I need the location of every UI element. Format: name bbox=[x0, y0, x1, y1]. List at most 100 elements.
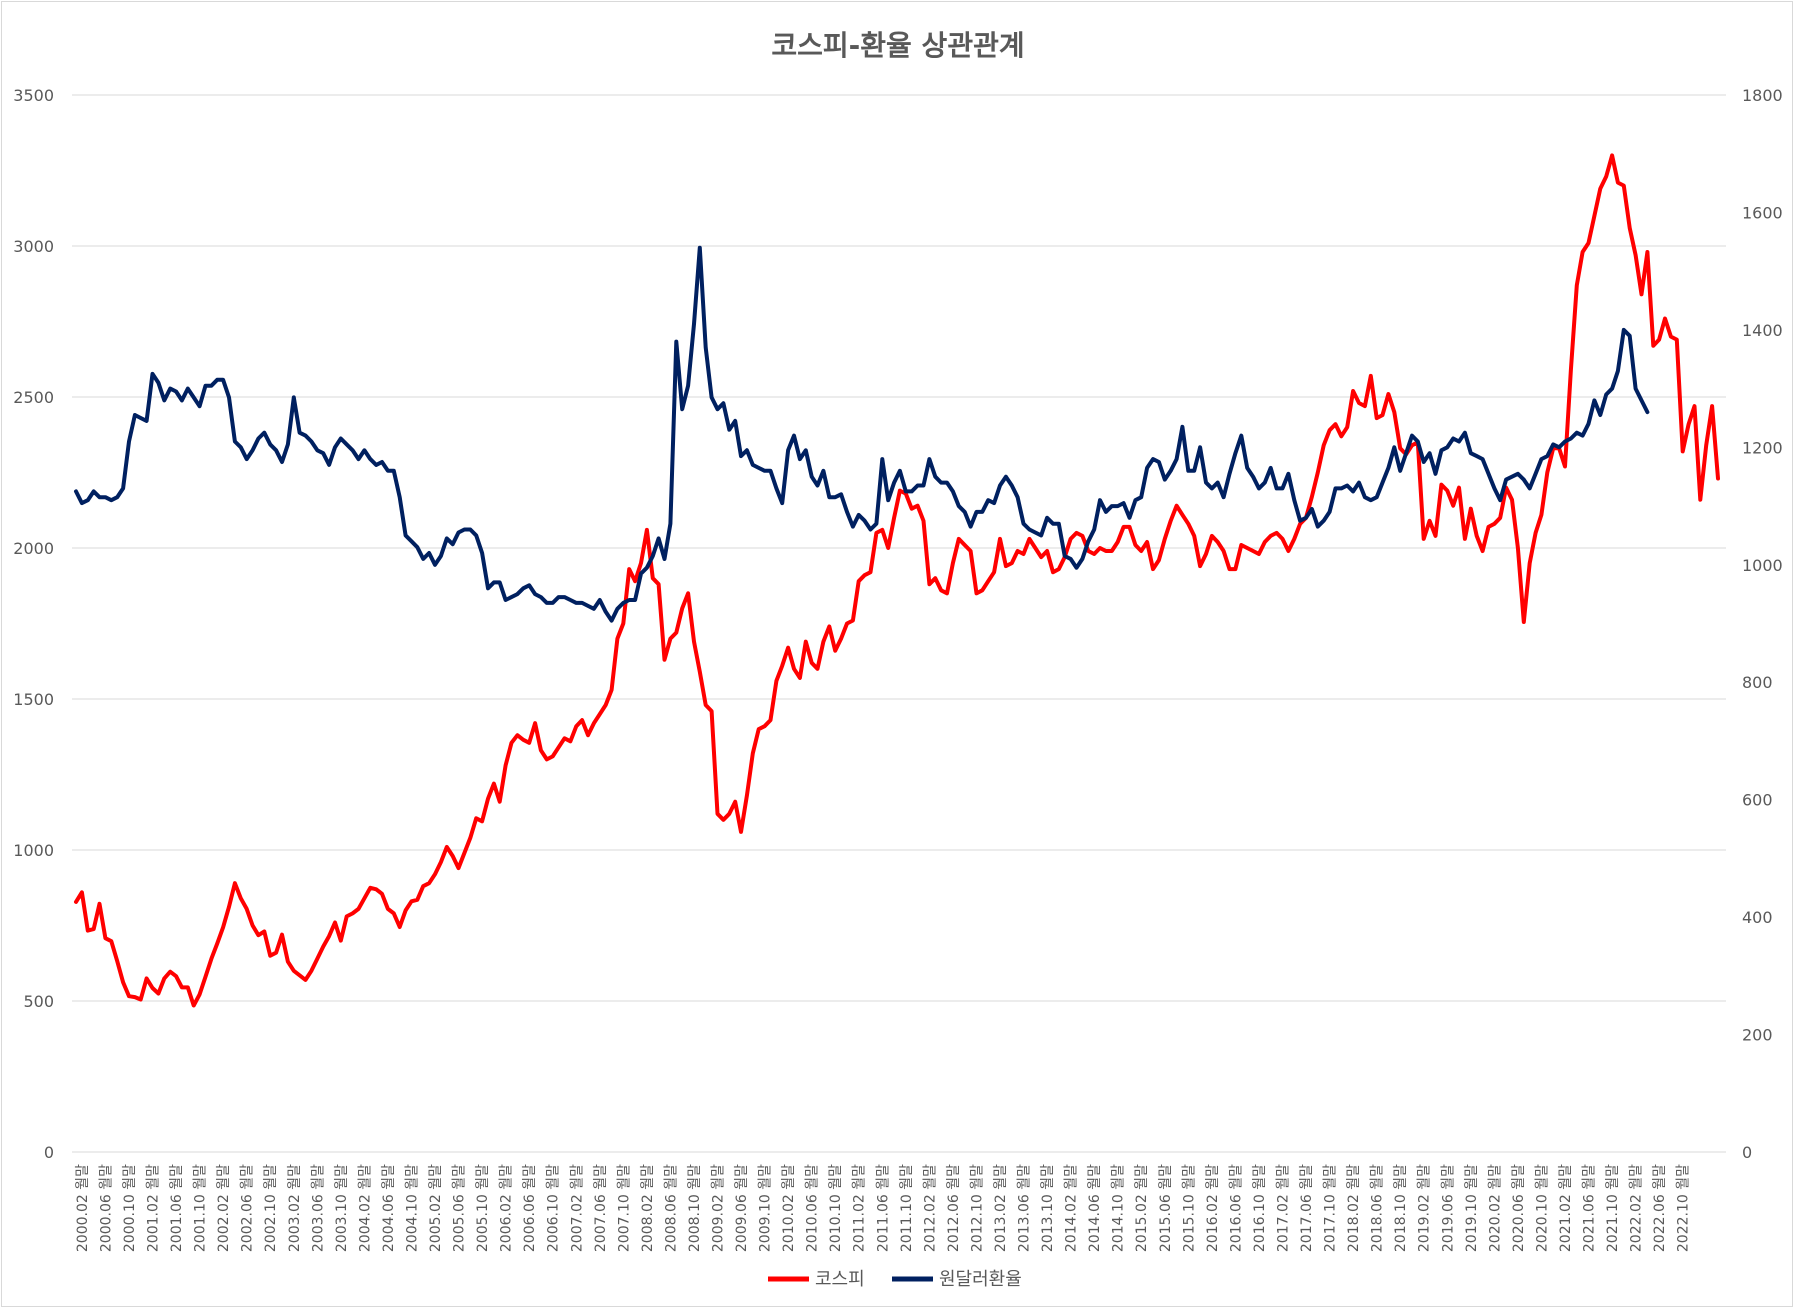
y-right-tick-label: 600 bbox=[1742, 791, 1773, 810]
x-tick-label: 2008.10 월말 bbox=[687, 1164, 703, 1252]
y-right-tick-label: 1200 bbox=[1742, 438, 1783, 457]
y-left-tick-label: 0 bbox=[44, 1143, 54, 1162]
x-tick-label: 2006.06 월말 bbox=[522, 1164, 538, 1252]
x-tick-label: 2020.06 월말 bbox=[1511, 1164, 1527, 1252]
x-tick-label: 2016.06 월말 bbox=[1228, 1164, 1244, 1252]
x-tick-label: 2017.10 월말 bbox=[1323, 1164, 1339, 1252]
x-tick-label: 2006.10 월말 bbox=[546, 1164, 562, 1252]
x-tick-label: 2012.02 월말 bbox=[922, 1164, 938, 1252]
x-tick-label: 2002.02 월말 bbox=[216, 1164, 232, 1252]
y-axis-right: 0 200 400 600 800 1000 1200 1400 1600 1800 bbox=[1742, 86, 1783, 1162]
x-tick-label: 2018.02 월말 bbox=[1346, 1164, 1362, 1252]
x-tick-label: 2014.10 월말 bbox=[1111, 1164, 1127, 1252]
y-right-tick-label: 0 bbox=[1742, 1143, 1752, 1162]
legend-label-kospi: 코스피 bbox=[815, 1269, 865, 1290]
x-tick-label: 2021.06 월말 bbox=[1582, 1164, 1598, 1252]
x-tick-label: 2013.02 월말 bbox=[993, 1164, 1009, 1252]
x-tick-label: 2003.10 월말 bbox=[334, 1164, 350, 1252]
x-tick-label: 2013.10 월말 bbox=[1040, 1164, 1056, 1252]
x-tick-label: 2013.06 월말 bbox=[1017, 1164, 1033, 1252]
x-tick-label: 2008.02 월말 bbox=[640, 1164, 656, 1252]
x-tick-label: 2015.10 월말 bbox=[1181, 1164, 1197, 1252]
y-right-tick-label: 1400 bbox=[1742, 321, 1783, 340]
chart-title: 코스피-환율 상관관계 bbox=[771, 29, 1024, 62]
x-tick-label: 2017.02 월말 bbox=[1275, 1164, 1291, 1252]
x-tick-label: 2000.10 월말 bbox=[122, 1164, 138, 1252]
y-right-tick-label: 1000 bbox=[1742, 556, 1783, 575]
x-tick-label: 2004.02 월말 bbox=[357, 1164, 373, 1252]
x-tick-label: 2012.10 월말 bbox=[969, 1164, 985, 1252]
x-tick-label: 2006.02 월말 bbox=[499, 1164, 515, 1252]
x-tick-label: 2015.06 월말 bbox=[1158, 1164, 1174, 1252]
x-tick-label: 2003.06 월말 bbox=[310, 1164, 326, 1252]
y-left-tick-label: 2500 bbox=[13, 388, 54, 407]
x-tick-label: 2005.06 월말 bbox=[452, 1164, 468, 1252]
x-tick-label: 2001.06 월말 bbox=[169, 1164, 185, 1252]
series-lines bbox=[74, 153, 1720, 1008]
y-left-tick-label: 2000 bbox=[13, 539, 54, 558]
x-tick-label: 2002.10 월말 bbox=[263, 1164, 279, 1252]
x-tick-label: 2000.06 월말 bbox=[98, 1164, 114, 1252]
legend-label-krw-usd: 원달러환율 bbox=[939, 1269, 1022, 1290]
x-tick-label: 2019.10 월말 bbox=[1464, 1164, 1480, 1252]
y-right-tick-label: 1800 bbox=[1742, 86, 1783, 105]
y-left-tick-label: 3000 bbox=[13, 237, 54, 256]
x-tick-label: 2001.02 월말 bbox=[146, 1164, 162, 1252]
x-tick-label: 2009.02 월말 bbox=[710, 1164, 726, 1252]
x-tick-label: 2019.02 월말 bbox=[1417, 1164, 1433, 1252]
y-left-tick-label: 1500 bbox=[13, 690, 54, 709]
x-tick-label: 2020.10 월말 bbox=[1534, 1164, 1550, 1252]
x-tick-label: 2005.10 월말 bbox=[475, 1164, 491, 1252]
x-tick-label: 2022.02 월말 bbox=[1629, 1164, 1645, 1252]
x-tick-label: 2004.06 월말 bbox=[381, 1164, 397, 1252]
x-tick-label: 2019.06 월말 bbox=[1440, 1164, 1456, 1252]
series-line-kospi bbox=[74, 153, 1720, 1008]
x-tick-label: 2011.06 월말 bbox=[875, 1164, 891, 1252]
x-tick-label: 2018.10 월말 bbox=[1393, 1164, 1409, 1252]
x-tick-label: 2021.10 월말 bbox=[1605, 1164, 1621, 1252]
series-line-krw-usd bbox=[74, 245, 1650, 623]
x-tick-label: 2005.02 월말 bbox=[428, 1164, 444, 1252]
x-tick-label: 2014.02 월말 bbox=[1064, 1164, 1080, 1252]
x-tick-label: 2022.06 월말 bbox=[1652, 1164, 1668, 1252]
y-left-tick-label: 3500 bbox=[13, 86, 54, 105]
x-tick-label: 2022.10 월말 bbox=[1676, 1164, 1692, 1252]
x-tick-label: 2017.06 월말 bbox=[1299, 1164, 1315, 1252]
legend: 코스피 원달러환율 bbox=[768, 1269, 1022, 1290]
x-tick-label: 2012.06 월말 bbox=[946, 1164, 962, 1252]
x-tick-label: 2007.06 월말 bbox=[593, 1164, 609, 1252]
x-tick-label: 2021.02 월말 bbox=[1558, 1164, 1574, 1252]
x-tick-label: 2018.06 월말 bbox=[1370, 1164, 1386, 1252]
x-axis: 2000.02 월말 2000.06 월말 2000.10 월말 2001.02 월말… bbox=[75, 1164, 1692, 1252]
x-tick-label: 2009.06 월말 bbox=[734, 1164, 750, 1252]
x-tick-label: 2007.02 월말 bbox=[569, 1164, 585, 1252]
y-left-tick-label: 500 bbox=[23, 992, 54, 1011]
x-tick-label: 2004.10 월말 bbox=[404, 1164, 420, 1252]
y-left-tick-label: 1000 bbox=[13, 841, 54, 860]
y-right-tick-label: 400 bbox=[1742, 908, 1773, 927]
y-axis-left: 0 500 1000 1500 2000 2500 3000 3500 bbox=[13, 86, 54, 1162]
y-right-tick-label: 200 bbox=[1742, 1026, 1773, 1045]
y-right-tick-label: 1600 bbox=[1742, 203, 1783, 222]
x-tick-label: 2002.06 월말 bbox=[240, 1164, 256, 1252]
x-tick-label: 2016.10 월말 bbox=[1252, 1164, 1268, 1252]
x-tick-label: 2010.10 월말 bbox=[828, 1164, 844, 1252]
x-tick-label: 2009.10 월말 bbox=[758, 1164, 774, 1252]
x-tick-label: 2008.06 월말 bbox=[663, 1164, 679, 1252]
x-tick-label: 2010.02 월말 bbox=[781, 1164, 797, 1252]
x-tick-label: 2001.10 월말 bbox=[193, 1164, 209, 1252]
x-tick-label: 2011.02 월말 bbox=[852, 1164, 868, 1252]
x-tick-label: 2016.02 월말 bbox=[1205, 1164, 1221, 1252]
x-tick-label: 2011.10 월말 bbox=[899, 1164, 915, 1252]
x-tick-label: 2010.06 월말 bbox=[805, 1164, 821, 1252]
x-tick-label: 2014.06 월말 bbox=[1087, 1164, 1103, 1252]
x-tick-label: 2003.02 월말 bbox=[287, 1164, 303, 1252]
x-tick-label: 2020.02 월말 bbox=[1487, 1164, 1503, 1252]
x-tick-label: 2015.02 월말 bbox=[1134, 1164, 1150, 1252]
x-tick-label: 2007.10 월말 bbox=[616, 1164, 632, 1252]
y-right-tick-label: 800 bbox=[1742, 673, 1773, 692]
x-tick-label: 2000.02 월말 bbox=[75, 1164, 91, 1252]
gridlines bbox=[72, 94, 1726, 1153]
